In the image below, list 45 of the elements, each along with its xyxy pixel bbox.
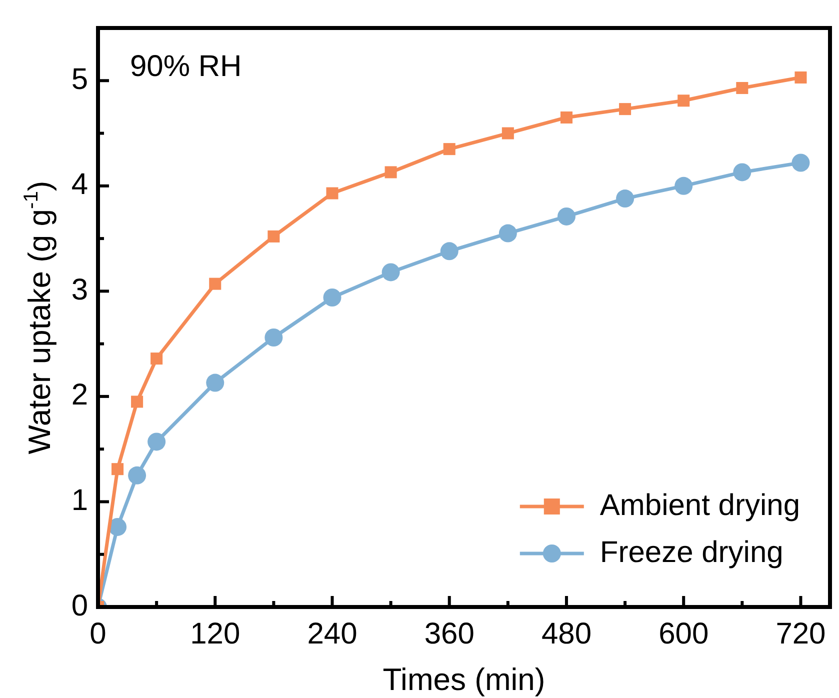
point	[206, 374, 224, 392]
y-tick-label: 5	[71, 62, 88, 96]
point	[148, 432, 166, 451]
x-axis-title: Times (min)	[382, 662, 546, 697]
point	[268, 230, 280, 242]
x-tick-label: 720	[776, 617, 826, 650]
point	[326, 187, 338, 200]
point	[131, 396, 144, 408]
x-tick-label: 480	[541, 617, 592, 650]
point	[674, 176, 693, 195]
point	[794, 71, 807, 84]
point	[112, 463, 124, 476]
point	[382, 263, 400, 282]
point	[150, 352, 163, 365]
point	[498, 224, 517, 242]
point	[557, 207, 576, 226]
legend-label: Ambient drying	[600, 488, 800, 522]
y-tick-label: 2	[71, 378, 88, 412]
point	[560, 111, 572, 124]
x-tick-label: 120	[190, 617, 240, 650]
x-tick-label: 600	[658, 617, 709, 650]
point	[736, 82, 748, 94]
y-tick-label: 1	[71, 484, 88, 517]
point	[616, 190, 634, 208]
annotation: 90% RH	[130, 50, 242, 83]
point	[619, 103, 632, 116]
point	[678, 94, 690, 107]
x-tick-label: 240	[307, 617, 358, 650]
point	[443, 143, 456, 156]
legend-label: Freeze drying	[600, 536, 784, 569]
point	[502, 127, 514, 140]
point	[323, 288, 342, 306]
y-tick-label: 4	[71, 168, 88, 202]
point	[209, 278, 222, 290]
point	[384, 166, 397, 178]
point	[792, 154, 810, 172]
y-tick-label: 0	[71, 589, 88, 622]
x-tick-label: 360	[424, 617, 474, 650]
point	[128, 466, 146, 484]
y-tick-label: 3	[71, 273, 88, 306]
point	[108, 518, 127, 536]
point	[440, 242, 458, 260]
point	[733, 163, 752, 182]
point	[264, 328, 283, 346]
y-axis-title: Water uptake (g g-1)	[20, 180, 57, 454]
